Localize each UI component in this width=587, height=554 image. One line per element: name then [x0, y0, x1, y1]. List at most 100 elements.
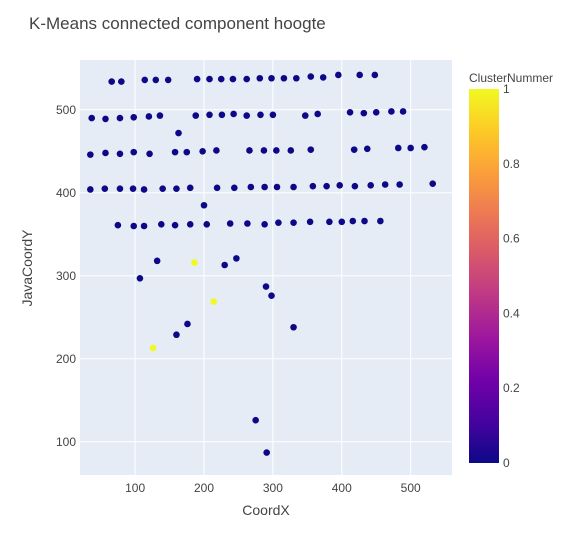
- data-point: [372, 108, 380, 116]
- data-point: [307, 146, 315, 153]
- data-point: [246, 147, 253, 154]
- data-point: [171, 148, 179, 156]
- data-point: [371, 71, 379, 79]
- data-point: [229, 75, 237, 83]
- data-point: [360, 109, 368, 117]
- x-tick-label: 100: [125, 481, 145, 495]
- data-point: [164, 76, 172, 84]
- data-point: [257, 111, 264, 119]
- data-point: [269, 111, 277, 119]
- data-point: [149, 344, 157, 352]
- data-point: [221, 261, 228, 269]
- data-point: [213, 184, 221, 192]
- data-point: [351, 182, 359, 190]
- x-tick-label: 400: [332, 481, 352, 495]
- data-point: [268, 292, 275, 300]
- data-point: [290, 219, 297, 226]
- y-tick-label: 400: [56, 186, 76, 200]
- data-point: [367, 182, 375, 189]
- data-point: [247, 183, 255, 191]
- data-point: [350, 146, 358, 153]
- data-point: [226, 220, 234, 227]
- x-tick-labels: 100 200 300 400 500: [125, 481, 421, 495]
- data-point: [186, 184, 194, 192]
- data-point: [116, 185, 124, 192]
- data-point: [218, 111, 226, 119]
- data-point: [217, 75, 225, 83]
- x-axis-title: CoordX: [242, 502, 290, 518]
- data-point: [129, 185, 137, 192]
- data-point: [173, 185, 180, 192]
- data-point: [102, 149, 109, 157]
- y-tick-label: 100: [56, 435, 76, 449]
- data-point: [230, 110, 237, 118]
- data-point: [399, 108, 407, 115]
- data-point: [116, 150, 124, 158]
- data-point: [136, 274, 144, 282]
- data-point: [287, 147, 295, 154]
- data-point: [193, 75, 201, 83]
- data-point: [293, 74, 300, 82]
- y-tick-label: 200: [56, 352, 76, 366]
- data-points: [87, 71, 437, 456]
- data-point: [152, 76, 160, 84]
- data-point: [243, 75, 251, 83]
- x-tick-label: 300: [263, 481, 283, 495]
- data-point: [87, 186, 94, 193]
- data-point: [356, 71, 363, 79]
- data-point: [301, 112, 309, 119]
- data-point: [88, 114, 96, 122]
- data-point: [421, 143, 428, 151]
- data-point: [183, 148, 191, 156]
- data-point: [307, 73, 315, 80]
- data-point: [280, 74, 288, 82]
- data-point: [116, 114, 124, 122]
- data-point: [206, 111, 213, 119]
- data-point: [146, 150, 153, 158]
- data-point: [275, 219, 282, 226]
- data-point: [407, 144, 414, 152]
- data-point: [336, 182, 344, 189]
- y-tick-labels: 100 200 300 400 500: [56, 103, 76, 449]
- data-point: [231, 184, 238, 192]
- data-point: [173, 331, 180, 339]
- data-point: [256, 74, 264, 82]
- data-point: [210, 298, 217, 305]
- colorbar-tick-label: 0.6: [503, 232, 520, 246]
- colorbar-tick-label: 0.8: [503, 157, 520, 171]
- data-point: [153, 257, 161, 265]
- data-point: [388, 108, 395, 115]
- data-point: [244, 220, 251, 227]
- y-tick-label: 500: [56, 103, 76, 117]
- data-point: [130, 113, 138, 121]
- x-tick-label: 500: [401, 481, 421, 495]
- data-point: [261, 183, 268, 191]
- colorbar-tick-label: 1: [503, 82, 510, 96]
- y-tick-label: 300: [56, 269, 76, 283]
- data-point: [157, 221, 165, 228]
- data-point: [338, 218, 346, 226]
- data-point: [130, 148, 138, 156]
- data-point: [306, 218, 314, 226]
- data-point: [335, 71, 342, 79]
- data-point: [396, 181, 403, 188]
- data-point: [213, 147, 220, 154]
- data-point: [261, 221, 268, 228]
- data-point: [156, 112, 164, 119]
- data-point: [381, 181, 389, 188]
- data-point: [268, 74, 275, 82]
- data-point: [309, 182, 317, 190]
- data-point: [102, 115, 109, 123]
- data-point: [260, 147, 268, 154]
- data-point: [377, 217, 384, 225]
- data-point: [361, 217, 368, 225]
- data-point: [243, 112, 251, 119]
- data-point: [290, 323, 297, 331]
- data-point: [262, 283, 270, 290]
- data-point: [108, 78, 115, 85]
- data-point: [140, 222, 148, 230]
- data-point: [199, 148, 206, 155]
- data-point: [140, 186, 148, 193]
- colorbar-title: ClusterNummer: [469, 71, 553, 85]
